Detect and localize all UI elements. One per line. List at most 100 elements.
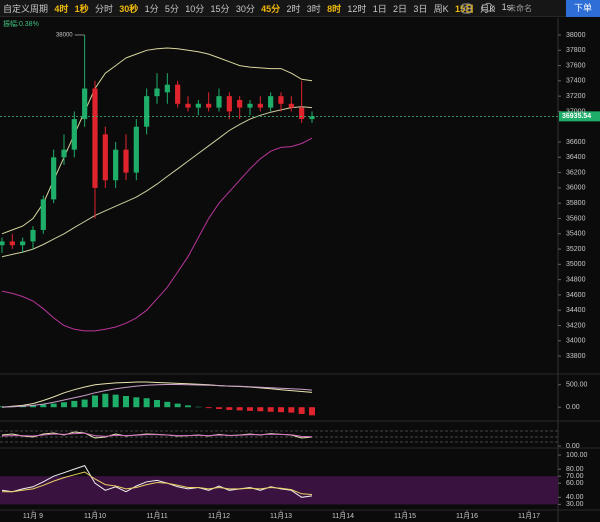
y-tick-label: 35400	[566, 231, 586, 238]
timeframe-button[interactable]: 自定义周期	[3, 3, 49, 14]
candle-body	[206, 103, 212, 108]
y-tick-label: 33800	[566, 353, 586, 360]
indicator-line	[1, 432, 313, 438]
timeframe-button[interactable]: 月K	[480, 3, 496, 14]
macd-bar	[298, 407, 305, 414]
last-price-label: 36935.54	[562, 113, 591, 120]
timeframe-button[interactable]: 1分	[144, 3, 159, 14]
macd-bar	[205, 407, 212, 409]
candle-body	[257, 103, 263, 108]
timeframe-button[interactable]: 15分	[210, 3, 230, 14]
timeframe-button[interactable]: 1日	[372, 3, 387, 14]
candle-body	[82, 88, 88, 120]
y-tick-label: 70.00	[566, 473, 584, 480]
screenshot-icon-lens	[464, 6, 469, 11]
timeframe-button[interactable]: 45分	[261, 3, 281, 14]
candle-body	[175, 84, 181, 104]
macd-bar	[112, 394, 119, 408]
x-tick-label: 11月10	[84, 512, 106, 520]
indicator-line	[1, 464, 313, 498]
y-tick-label: 100.00	[566, 452, 588, 459]
candle-body	[30, 229, 36, 242]
macd-bar	[91, 395, 98, 408]
indicator-line	[2, 471, 313, 495]
timeframe-button[interactable]: 30秒	[119, 3, 139, 14]
timeframe-button[interactable]: 3日	[413, 3, 428, 14]
macd-bar	[71, 400, 78, 408]
timeframe-button[interactable]: 周K	[433, 3, 449, 14]
timeframe-button[interactable]: 1s	[501, 1, 512, 12]
timeframe-button[interactable]: 4时	[54, 3, 69, 14]
candle-body	[154, 88, 160, 97]
timeframe-button[interactable]: 12时	[347, 3, 367, 14]
macd-bar	[29, 405, 36, 408]
y-tick-label: 40.00	[566, 494, 584, 501]
x-tick-label: 11月16	[456, 512, 478, 520]
macd-bar	[267, 407, 274, 412]
high-label: 38000	[56, 33, 73, 39]
macd-bar	[288, 407, 295, 413]
timeframe-button[interactable]: 5分	[164, 3, 179, 14]
candle-body	[40, 199, 46, 230]
x-tick-label: 11月17	[518, 512, 540, 520]
candle-body	[268, 96, 274, 108]
amplitude-label: 振幅:0.38%	[3, 19, 39, 28]
indicator-line	[1, 106, 313, 258]
timeframe-button[interactable]: 2时	[286, 3, 301, 14]
candle-body	[216, 96, 222, 108]
macd-bar	[60, 402, 67, 408]
timeframe-button[interactable]: 10分	[185, 3, 205, 14]
y-tick-label: 35000	[566, 261, 586, 268]
x-tick-label: 11月13	[270, 512, 292, 520]
timeframe-button[interactable]: 3时	[306, 3, 321, 14]
y-tick-label: 0.00	[566, 443, 580, 450]
candle-body	[133, 126, 139, 173]
candle-body	[144, 96, 150, 127]
candle-body	[237, 99, 243, 108]
macd-bar	[308, 407, 315, 416]
timeframe-button[interactable]: 分时	[94, 3, 113, 14]
indicator-line	[1, 381, 313, 408]
y-tick-label: 35200	[566, 246, 586, 253]
order-button[interactable]: 下单	[566, 0, 600, 17]
macd-bar	[246, 407, 253, 411]
y-tick-label: 34600	[566, 292, 586, 299]
candle-body	[102, 134, 108, 181]
macd-bar	[174, 403, 181, 408]
screenshot-icon[interactable]	[461, 3, 472, 14]
y-tick-label: 34200	[566, 322, 586, 329]
y-tick-label: 37800	[566, 47, 586, 54]
candle-body	[123, 149, 129, 173]
account-name[interactable]: 未命名	[508, 4, 532, 13]
y-tick-label: 36000	[566, 185, 586, 192]
x-tick-label: 11月12	[208, 512, 230, 520]
y-tick-label: 37400	[566, 78, 586, 85]
macd-bar	[257, 407, 264, 412]
x-tick-label: 11月15	[394, 512, 416, 520]
cloud-icon[interactable]	[480, 2, 495, 12]
macd-bar	[184, 405, 191, 408]
y-tick-label: 34800	[566, 276, 586, 283]
y-tick-label: 500.00	[566, 382, 588, 389]
y-tick-label: 0.00	[566, 404, 580, 411]
indicator-line	[1, 137, 313, 332]
candle-body	[113, 149, 119, 181]
timeframe-button[interactable]: 2日	[393, 3, 408, 14]
candle-body	[288, 103, 294, 108]
x-tick-label: 11月11	[146, 512, 168, 520]
timeframe-button[interactable]: 1秒	[74, 3, 89, 14]
timeframe-button[interactable]: 8时	[327, 3, 342, 14]
y-tick-label: 35600	[566, 215, 586, 222]
y-tick-label: 35800	[566, 200, 586, 207]
timeframe-button[interactable]: 30分	[235, 3, 255, 14]
macd-bar	[236, 407, 243, 411]
y-tick-label: 36200	[566, 169, 586, 176]
candle-body	[71, 119, 77, 150]
y-tick-label: 38000	[566, 32, 586, 39]
y-tick-label: 34400	[566, 307, 586, 314]
toolbar-icons	[461, 2, 495, 14]
y-tick-label: 80.00	[566, 466, 584, 473]
last-price-tag	[559, 111, 600, 122]
candle-body	[278, 96, 284, 104]
